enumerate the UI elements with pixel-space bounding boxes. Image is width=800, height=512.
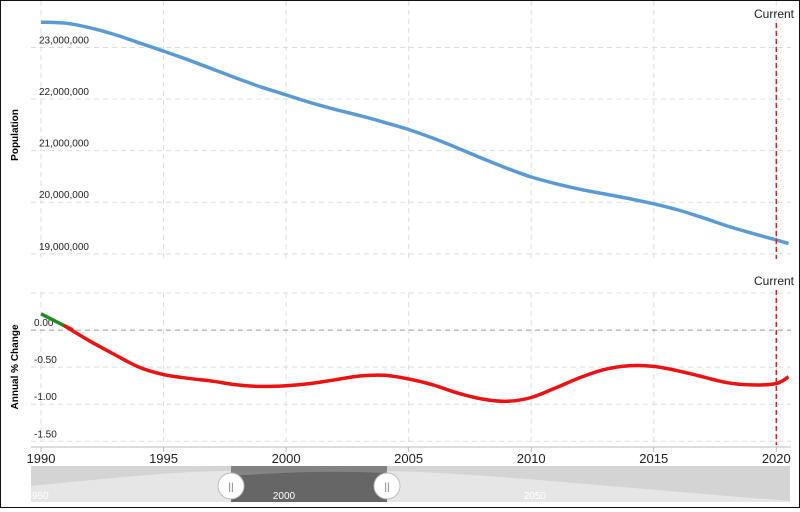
y-tick-label: 23,000,000 [39,35,89,46]
y-tick-label: -1.50 [34,429,57,440]
x-tick-label: 2005 [394,451,423,466]
y-tick-label: 19,000,000 [39,242,89,253]
x-axis-ticks: 1990 1995 2000 2005 2010 2015 2020 [27,446,791,466]
change-line-negative [63,324,790,404]
navigator-tick: 950 [32,491,49,502]
x-tick-label: 1995 [149,451,178,466]
x-tick-label: 2010 [517,451,546,466]
navigator-tick: 2000 [273,491,296,502]
change-series [40,312,790,404]
y-tick-label: 0.00 [34,318,54,329]
current-label-bottom: Current [754,274,795,288]
x-tick-label: 2000 [272,451,301,466]
change-axis-title: Annual % Change [10,324,21,409]
change-y-ticks: -1.50 -1.00 -0.50 0.00 [34,318,57,440]
x-tick-label: 1990 [27,451,56,466]
navigator-tick: 2050 [524,491,547,502]
navigator-right-handle[interactable]: || [373,472,401,500]
x-tick-label: 2020 [762,451,791,466]
navigator-selected-shape [231,471,387,502]
range-navigator[interactable]: 950 2000 2050 || || [31,466,790,502]
navigator-left-handle[interactable]: || [217,472,245,500]
population-axis-title: Population [10,109,21,161]
y-tick-label: 22,000,000 [39,87,89,98]
population-line [40,20,790,246]
population-y-ticks: 19,000,000 20,000,000 21,000,000 22,000,000… [39,35,89,252]
population-series [40,20,790,246]
y-tick-label: -0.50 [34,355,57,366]
handle-grip-icon: || [384,482,389,493]
y-tick-label: -1.00 [34,392,57,403]
x-tick-label: 2015 [639,451,668,466]
current-label-top: Current [754,7,795,21]
handle-grip-icon: || [228,482,233,493]
y-tick-label: 21,000,000 [39,139,89,150]
y-tick-label: 20,000,000 [39,190,89,201]
